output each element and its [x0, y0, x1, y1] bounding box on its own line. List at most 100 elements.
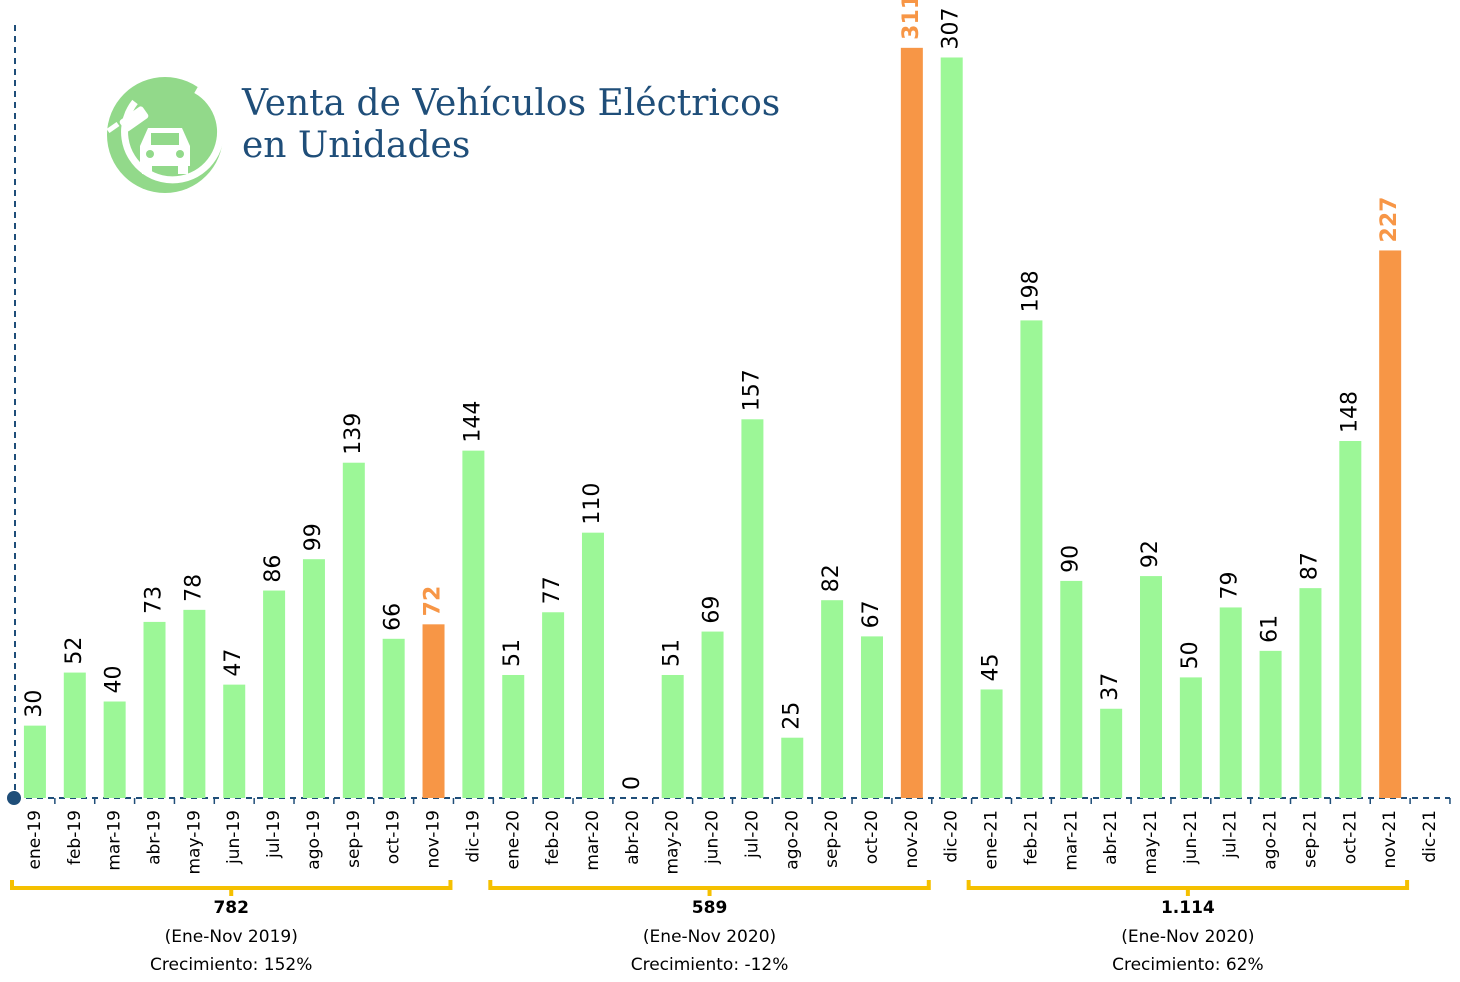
- bar: [502, 674, 525, 798]
- bar: [741, 419, 764, 798]
- value-label: 227: [1377, 197, 1402, 243]
- value-label: 157: [739, 369, 764, 411]
- annotation-period: (Ene-Nov 2020): [1121, 927, 1254, 947]
- bar: [1060, 580, 1083, 798]
- value-label: 144: [460, 401, 485, 443]
- x-tick-label: may-21: [1141, 810, 1161, 875]
- x-tick-label: oct-21: [1340, 810, 1360, 864]
- x-tick-label: dic-20: [942, 810, 962, 863]
- bar: [860, 636, 883, 798]
- x-tick-label: nov-20: [902, 810, 922, 869]
- x-tick-label: nov-19: [424, 810, 444, 869]
- x-tick-label: nov-21: [1380, 810, 1400, 869]
- value-label: 52: [62, 637, 87, 665]
- bracket: [966, 880, 1410, 896]
- x-tick-label: ago-19: [304, 810, 324, 870]
- value-label: 86: [261, 555, 286, 583]
- bar: [542, 612, 565, 798]
- value-label: 92: [1138, 540, 1163, 568]
- x-tick-label: abr-21: [1101, 810, 1121, 865]
- bar: [143, 621, 166, 798]
- value-label: 311: [899, 0, 924, 40]
- value-label: 82: [819, 564, 844, 592]
- value-label: 25: [779, 702, 804, 730]
- bar: [900, 47, 923, 798]
- x-tick-label: mar-21: [1061, 810, 1081, 871]
- x-tick-label: ene-20: [503, 810, 523, 869]
- x-tick-label: sep-21: [1300, 810, 1320, 868]
- value-label: 47: [221, 649, 246, 677]
- value-label: 79: [1218, 571, 1243, 599]
- bar: [1259, 650, 1282, 798]
- bar: [781, 737, 804, 798]
- value-label: 90: [1058, 545, 1083, 573]
- bar: [103, 701, 126, 798]
- value-label: 51: [500, 639, 525, 667]
- chart-title: Venta de Vehículos Eléctricos: [241, 83, 780, 124]
- bracket: [488, 880, 931, 896]
- value-label: 72: [421, 586, 446, 617]
- x-tick-label: ene-21: [982, 810, 1002, 869]
- bar: [223, 684, 246, 798]
- x-tick-label: mar-20: [583, 810, 603, 871]
- bar: [1299, 588, 1322, 798]
- value-label: 50: [1178, 641, 1203, 669]
- bar: [701, 631, 724, 798]
- bar: [422, 624, 445, 798]
- annotation-period: (Ene-Nov 2020): [643, 927, 776, 947]
- annotation-period: (Ene-Nov 2019): [165, 927, 298, 947]
- bar: [462, 450, 485, 798]
- bar: [382, 638, 405, 798]
- x-tick-label: jun-20: [703, 810, 723, 865]
- annotation-total: 589: [692, 898, 728, 918]
- annotation-total: 1.114: [1161, 898, 1215, 918]
- x-tick-label: may-20: [663, 810, 683, 875]
- bar: [183, 609, 206, 798]
- x-tick-label: dic-19: [463, 810, 483, 863]
- value-label: 37: [1098, 673, 1123, 701]
- value-label: 45: [979, 653, 1004, 681]
- bar: [1179, 677, 1202, 798]
- x-tick-label: ago-20: [782, 810, 802, 870]
- annotation-growth: Crecimiento: 152%: [150, 955, 312, 975]
- x-tick-label: mar-19: [105, 810, 125, 871]
- x-tick-label: jun-21: [1181, 810, 1201, 865]
- bar: [1100, 708, 1123, 798]
- x-tick-label: feb-21: [1021, 810, 1041, 865]
- bar: [302, 559, 325, 798]
- value-label: 51: [660, 639, 685, 667]
- value-label: 61: [1258, 615, 1283, 643]
- value-label: 73: [142, 586, 167, 614]
- value-label: 307: [939, 7, 964, 49]
- x-tick-label: sep-19: [344, 810, 364, 868]
- bar: [23, 725, 46, 798]
- x-tick-label: jun-19: [224, 810, 244, 865]
- x-tick-label: ene-19: [25, 810, 45, 869]
- value-label: 198: [1018, 270, 1043, 312]
- value-label: 148: [1337, 391, 1362, 433]
- value-label: 78: [181, 574, 206, 602]
- bar: [263, 590, 286, 798]
- x-tick-label: may-19: [184, 810, 204, 875]
- x-tick-label: oct-20: [862, 810, 882, 864]
- icon: [106, 77, 225, 193]
- bar: [1020, 320, 1043, 798]
- bar: [581, 532, 604, 798]
- value-label: 139: [341, 413, 366, 455]
- chart-title: en Unidades: [242, 125, 470, 166]
- bar: [661, 674, 684, 798]
- x-tick-label: abr-19: [145, 810, 165, 865]
- bar: [1140, 576, 1163, 798]
- x-tick-label: jul-19: [264, 810, 284, 859]
- bar: [940, 57, 963, 799]
- x-tick-label: abr-20: [623, 810, 643, 865]
- value-label: 30: [22, 690, 47, 718]
- value-label: 67: [859, 600, 884, 628]
- value-label: 87: [1297, 552, 1322, 580]
- value-label: 77: [540, 576, 565, 604]
- annotation-growth: Crecimiento: -12%: [631, 955, 789, 975]
- x-tick-label: jul-21: [1221, 810, 1241, 859]
- value-label: 40: [102, 666, 127, 694]
- bar: [1379, 250, 1402, 798]
- bar: [821, 600, 844, 798]
